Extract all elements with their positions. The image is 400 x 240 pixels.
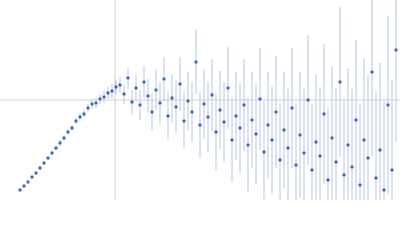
data-point <box>174 105 178 109</box>
data-point <box>302 151 306 155</box>
data-point <box>154 88 158 92</box>
data-point <box>282 128 286 132</box>
data-point <box>34 171 38 175</box>
data-point <box>158 101 162 105</box>
data-point <box>306 98 310 102</box>
data-point <box>190 110 194 114</box>
data-point <box>122 92 126 96</box>
data-point <box>262 150 266 154</box>
data-point <box>350 165 354 169</box>
data-point <box>142 80 146 84</box>
data-point <box>130 100 134 104</box>
data-point <box>258 97 262 101</box>
data-point <box>298 133 302 137</box>
data-point <box>150 110 154 114</box>
data-point <box>54 146 58 150</box>
data-point <box>290 106 294 110</box>
data-point <box>218 108 222 112</box>
data-point <box>374 176 378 180</box>
data-point <box>386 103 390 107</box>
data-point <box>30 175 34 179</box>
data-point <box>126 76 130 80</box>
data-point <box>286 146 290 150</box>
data-point <box>322 112 326 116</box>
data-point <box>82 112 86 116</box>
data-point <box>62 136 66 140</box>
data-point <box>314 140 318 144</box>
data-point <box>334 160 338 164</box>
data-point <box>250 118 254 122</box>
data-point <box>202 102 206 106</box>
data-point <box>366 156 370 160</box>
data-point <box>70 126 74 130</box>
data-point <box>42 161 46 165</box>
data-point <box>294 163 298 167</box>
data-point <box>310 168 314 172</box>
data-point <box>230 138 234 142</box>
data-point <box>346 143 350 147</box>
data-point <box>138 103 142 107</box>
data-point <box>266 123 270 127</box>
data-point <box>330 136 334 140</box>
data-point <box>238 126 242 130</box>
data-point <box>274 110 278 114</box>
data-point <box>198 123 202 127</box>
data-point <box>162 77 166 81</box>
data-point <box>246 143 250 147</box>
data-point <box>254 132 258 136</box>
data-point <box>338 80 342 84</box>
data-point <box>222 120 226 124</box>
data-point <box>46 156 50 160</box>
data-point <box>182 119 186 123</box>
data-point <box>394 48 398 52</box>
data-point <box>86 106 90 110</box>
data-point <box>278 158 282 162</box>
data-point <box>242 103 246 107</box>
data-point <box>326 178 330 182</box>
data-point <box>26 180 30 184</box>
data-point <box>178 82 182 86</box>
data-point <box>94 101 98 105</box>
chart <box>0 0 400 200</box>
data-point <box>270 138 274 142</box>
data-point <box>342 173 346 177</box>
data-point <box>22 184 26 188</box>
data-point <box>78 115 82 119</box>
data-point <box>66 130 70 134</box>
data-point <box>106 91 110 95</box>
data-point <box>370 70 374 74</box>
data-point <box>102 95 106 99</box>
data-point <box>382 188 386 192</box>
data-point <box>362 138 366 142</box>
data-point <box>390 168 394 172</box>
data-point <box>18 188 22 192</box>
data-point <box>50 151 54 155</box>
data-point <box>234 114 238 118</box>
data-point <box>110 89 114 93</box>
data-point <box>186 99 190 103</box>
data-point <box>354 118 358 122</box>
data-point <box>170 96 174 100</box>
data-point <box>38 166 42 170</box>
data-point <box>378 148 382 152</box>
data-point <box>134 86 138 90</box>
data-point <box>146 94 150 98</box>
data-point <box>210 93 214 97</box>
data-point <box>194 60 198 64</box>
data-point <box>166 114 170 118</box>
data-point <box>114 85 118 89</box>
data-point <box>206 115 210 119</box>
data-point <box>118 83 122 87</box>
data-point <box>214 130 218 134</box>
data-point <box>358 183 362 187</box>
data-point <box>98 97 102 101</box>
data-point <box>318 154 322 158</box>
data-point <box>90 102 94 106</box>
data-point <box>74 119 78 123</box>
data-point <box>58 141 62 145</box>
data-point <box>226 86 230 90</box>
